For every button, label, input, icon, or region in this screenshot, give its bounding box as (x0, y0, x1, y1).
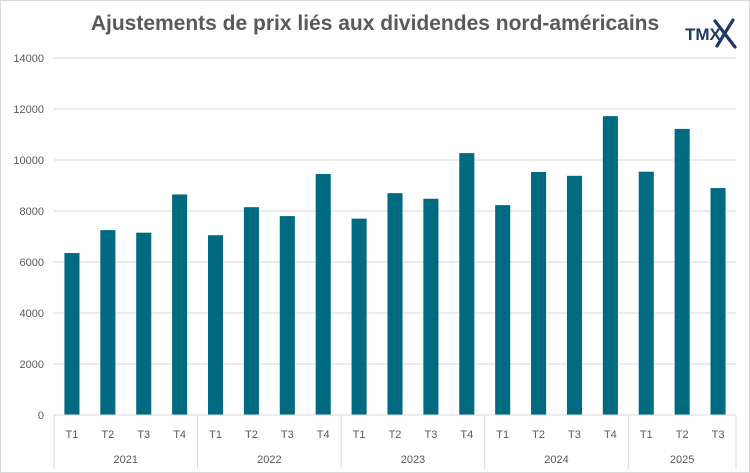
y-tick-label: 4000 (20, 308, 44, 320)
bar (279, 216, 295, 415)
bar (136, 232, 152, 415)
x-tick-label-quarter: T1 (496, 429, 509, 441)
tmx-logo-text: TMX (685, 25, 722, 44)
x-tick-label-year: 2022 (257, 454, 281, 466)
x-tick-label-quarter: T2 (101, 429, 114, 441)
bar (207, 235, 224, 415)
bar (710, 188, 726, 415)
x-tick-label-year: 2021 (114, 454, 138, 466)
y-tick-label: 14000 (13, 53, 44, 65)
bar (243, 207, 259, 415)
x-tick-label-quarter: T2 (532, 429, 545, 441)
bar (387, 193, 403, 415)
bar (602, 116, 618, 415)
bar (64, 253, 80, 415)
bar (459, 153, 475, 416)
bar (172, 194, 188, 415)
x-tick-label-quarter: T2 (245, 429, 258, 441)
bar (100, 230, 116, 415)
x-tick-label-quarter: T1 (209, 429, 222, 441)
bar (638, 171, 654, 415)
y-tick-label: 6000 (20, 257, 44, 269)
bar (423, 198, 439, 415)
x-tick-label-quarter: T3 (137, 429, 150, 441)
bar (351, 218, 367, 415)
bar (674, 128, 690, 415)
x-tick-label-quarter: T3 (568, 429, 581, 441)
x-tick-label-quarter: T4 (173, 429, 186, 441)
x-tick-label-quarter: T3 (281, 429, 294, 441)
bar (315, 174, 331, 415)
bar (495, 205, 511, 415)
bar (531, 171, 547, 415)
x-tick-label-quarter: T1 (353, 429, 366, 441)
x-axis: T1 T2 T3 T4 T1 T2 T3 T4 T1 T2 T3 T4 T1 T2 T3 T4 T1 T2 T3 20… (53, 414, 737, 469)
x-tick-label-year: 2025 (670, 454, 694, 466)
y-tick-label: 8000 (20, 206, 44, 218)
x-tick-label-year: 2024 (544, 454, 568, 466)
x-tick-label-quarter: T4 (604, 429, 617, 441)
bar (566, 175, 583, 415)
x-tick-label-quarter: T4 (460, 429, 473, 441)
x-tick-label-quarter: T2 (389, 429, 402, 441)
chart-title: Ajustements de prix liés aux dividendes … (90, 12, 660, 35)
y-tick-label: 12000 (13, 104, 44, 116)
y-axis: 0 2000 4000 6000 8000 10000 12000 14000 (13, 53, 44, 422)
tmx-logo: TMX (685, 18, 737, 49)
x-tick-label-quarter: T3 (424, 429, 437, 441)
x-tick-label-quarter: T1 (640, 429, 653, 441)
x-tick-label-quarter: T4 (317, 429, 330, 441)
bars (64, 116, 726, 416)
y-tick-label: 2000 (20, 359, 44, 371)
x-tick-label-year: 2023 (401, 454, 425, 466)
x-tick-label-quarter: T2 (676, 429, 689, 441)
y-tick-label: 10000 (13, 155, 44, 167)
y-tick-label: 0 (38, 410, 44, 422)
x-tick-label-quarter: T1 (66, 429, 79, 441)
x-tick-label-quarter: T3 (712, 429, 725, 441)
